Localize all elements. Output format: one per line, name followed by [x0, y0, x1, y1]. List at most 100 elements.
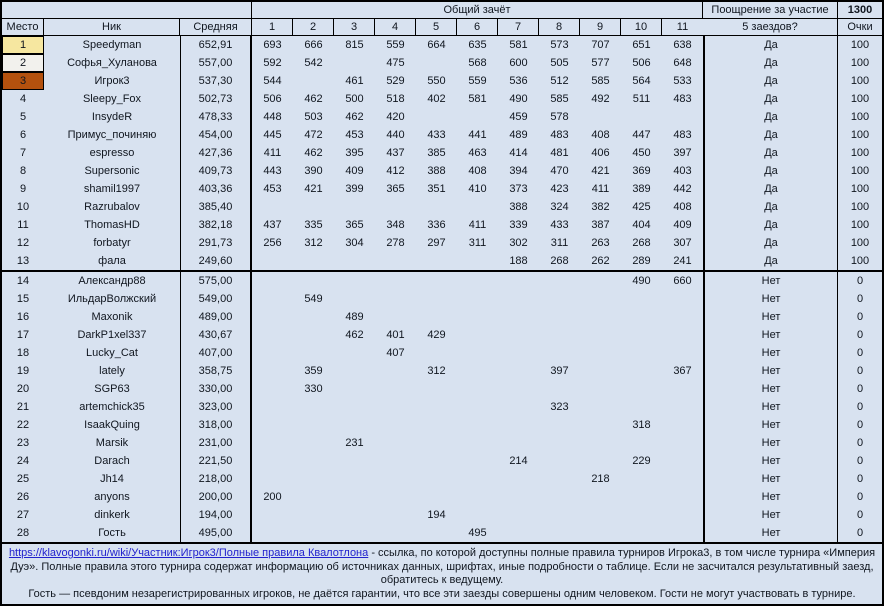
- race-2-cell: [293, 506, 334, 524]
- race-5-cell: 385: [427, 147, 446, 159]
- race-2-cell: 503: [304, 111, 323, 123]
- five-races-cell: Нет: [703, 308, 838, 326]
- table-row: 23 Marsik 231,00 231 Нет 0: [2, 434, 882, 452]
- five-races-cell: Да: [703, 126, 838, 144]
- race-6-cell: 568: [468, 57, 487, 69]
- place-cell: 28: [16, 527, 30, 539]
- race-3-cell: [334, 198, 375, 216]
- average-cell: 323,00: [180, 398, 252, 416]
- place-cell: 18: [16, 347, 30, 359]
- race-7-cell: [498, 326, 539, 344]
- race-3-cell: 462: [345, 329, 364, 341]
- race-5-cell: [416, 524, 457, 542]
- race-11-cell: 241: [673, 255, 692, 267]
- table-row: 4 Sleepy_Fox 502,73 506 462 500 518 402 581 490 58…: [2, 90, 882, 108]
- five-races-cell: Да: [703, 144, 838, 162]
- race-8-cell: [539, 326, 580, 344]
- race-8-cell: 397: [550, 365, 569, 377]
- race-6-cell: 581: [468, 93, 487, 105]
- five-races-cell: Нет: [703, 524, 838, 542]
- table-row: 1 Speedyman 652,91 693 666 815 559 664 635 581 573…: [2, 36, 882, 54]
- race-1-cell: [252, 362, 293, 380]
- race-6-cell: [457, 416, 498, 434]
- place-cell: 2: [2, 54, 44, 72]
- race-2-cell: [293, 72, 334, 90]
- nick-cell: SGP63: [94, 383, 130, 395]
- race-6-cell: [457, 326, 498, 344]
- race-9-cell: [580, 380, 621, 398]
- table-row: 14 Александр88 575,00 490 660 Нет 0: [2, 270, 882, 290]
- race-7-cell: [498, 344, 539, 362]
- race-1-cell: [252, 380, 293, 398]
- five-races-cell: Нет: [703, 488, 838, 506]
- race-4-cell: 518: [386, 93, 405, 105]
- race-11-cell: [662, 344, 703, 362]
- place-cell: 11: [17, 219, 29, 231]
- race-8-cell: [539, 452, 580, 470]
- rules-link[interactable]: https://klavogonki.ru/wiki/Участник:Игро…: [8, 547, 369, 559]
- race-4-cell: 529: [386, 75, 405, 87]
- race-7-cell: 388: [509, 201, 528, 213]
- race-9-cell: 492: [591, 93, 610, 105]
- race-7-cell: [498, 362, 539, 380]
- table-row: 12 forbatyr 291,73 256 312 304 278 297 311 302 311…: [2, 234, 882, 252]
- race-8-cell: 481: [550, 147, 569, 159]
- race-11-cell: [662, 524, 703, 542]
- race-11-cell: 397: [673, 147, 692, 159]
- race-5-cell: 336: [427, 219, 446, 231]
- race-4-cell: [375, 308, 416, 326]
- race-4-cell: 401: [386, 329, 405, 341]
- race-11-cell: [662, 416, 703, 434]
- race-4-cell: [375, 198, 416, 216]
- table-row: 7 espresso 427,36 411 462 395 437 385 463 414 481 4…: [2, 144, 882, 162]
- points-cell: 100: [850, 255, 870, 267]
- average-cell: 430,67: [180, 326, 252, 344]
- race-8-cell: 573: [550, 39, 569, 51]
- race-2-cell: [293, 252, 334, 270]
- race-8-cell: 505: [550, 57, 569, 69]
- race-1-cell: 453: [263, 183, 282, 195]
- race-9-cell: [580, 362, 621, 380]
- race-2-cell: [293, 416, 334, 434]
- race-7-cell: 490: [509, 93, 528, 105]
- race-2-cell: 666: [304, 39, 323, 51]
- race-3-cell: [334, 416, 375, 434]
- table-row: 8 Supersonic 409,73 443 390 409 412 388 408 394 47…: [2, 162, 882, 180]
- race-2-cell: [293, 272, 334, 290]
- race-5-cell: 402: [427, 93, 446, 105]
- place-cell: 19: [16, 365, 30, 377]
- column-header-race-5: 5: [416, 19, 457, 36]
- race-1-cell: [252, 524, 293, 542]
- race-6-cell: [457, 290, 498, 308]
- race-3-cell: [334, 398, 375, 416]
- race-9-cell: 421: [591, 165, 610, 177]
- race-4-cell: 440: [386, 129, 405, 141]
- average-cell: 575,00: [180, 272, 252, 290]
- race-6-cell: [457, 198, 498, 216]
- race-3-cell: [334, 506, 375, 524]
- race-9-cell: 707: [591, 39, 610, 51]
- nick-cell: Софья_Хуланова: [67, 57, 157, 69]
- race-10-cell: [621, 362, 662, 380]
- race-4-cell: 365: [386, 183, 405, 195]
- race-11-cell: 638: [673, 39, 692, 51]
- place-cell: 27: [16, 509, 30, 521]
- nick-cell: Гость: [98, 527, 126, 539]
- place-cell: 21: [16, 401, 30, 413]
- points-cell: 0: [856, 383, 864, 395]
- race-6-cell: [457, 506, 498, 524]
- race-6-cell: 495: [468, 527, 487, 539]
- nick-cell: Примус_починяю: [67, 129, 157, 141]
- race-10-cell: 404: [632, 219, 651, 231]
- race-8-cell: [539, 488, 580, 506]
- race-7-cell: [498, 308, 539, 326]
- nick-cell: forbatyr: [93, 237, 131, 249]
- column-header-race-10: 10: [621, 19, 662, 36]
- race-3-cell: [334, 488, 375, 506]
- race-3-cell: 365: [345, 219, 364, 231]
- race-9-cell: [580, 506, 621, 524]
- race-7-cell: 489: [509, 129, 528, 141]
- race-11-cell: 533: [673, 75, 692, 87]
- race-3-cell: [334, 344, 375, 362]
- race-2-cell: [293, 488, 334, 506]
